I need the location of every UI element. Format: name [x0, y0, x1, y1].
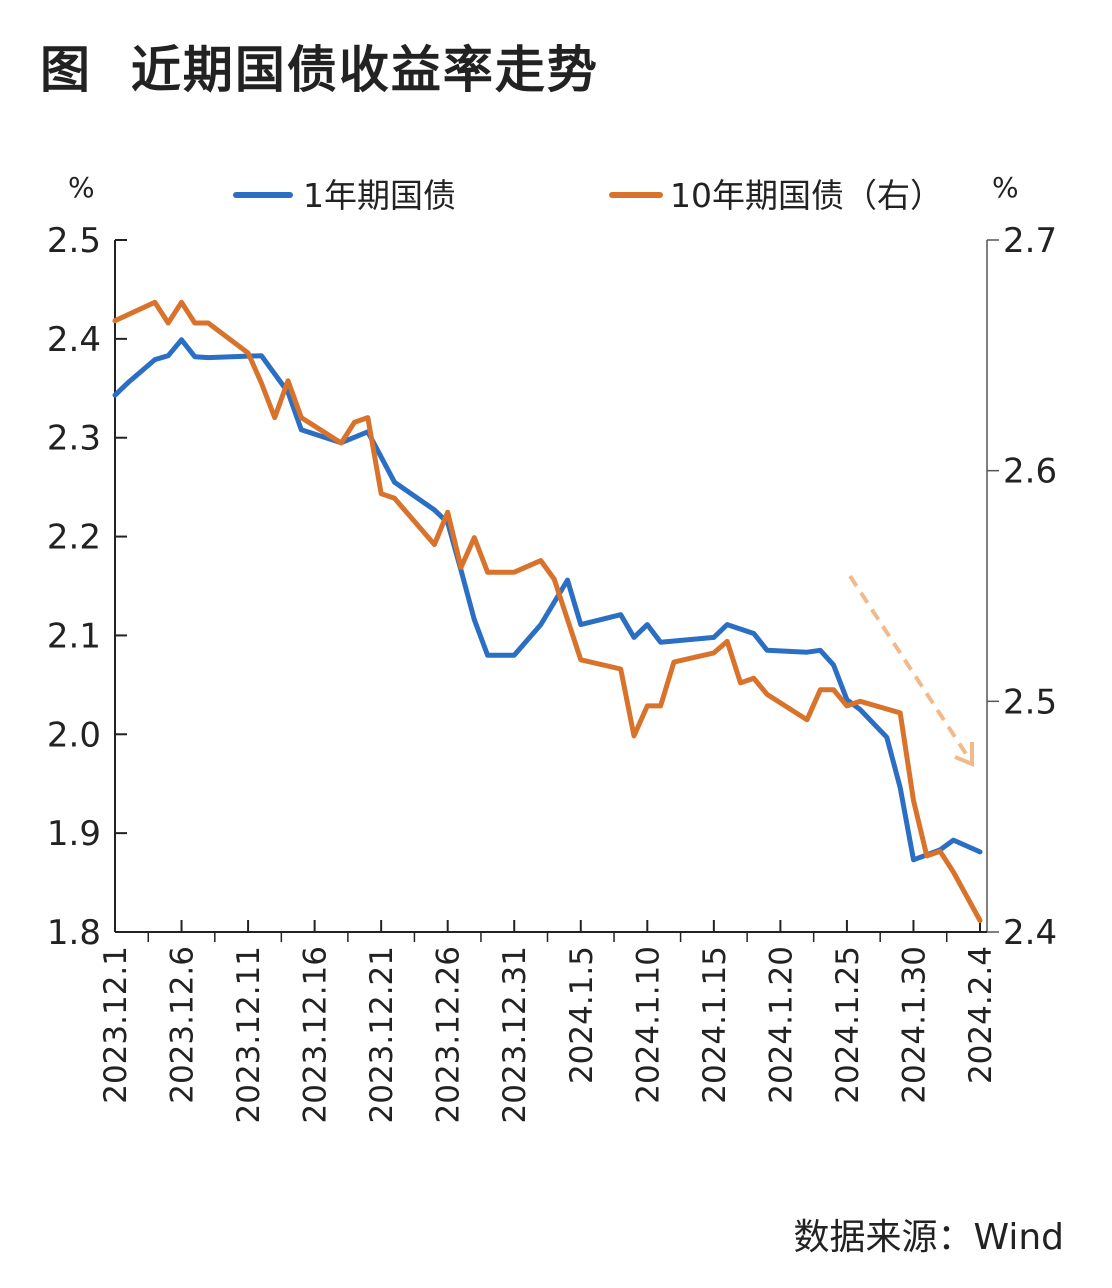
x-tick-label: 2024.1.5	[564, 946, 600, 1084]
right-tick-label: 2.6	[1003, 452, 1057, 492]
right-tick-label: 2.5	[1003, 682, 1057, 722]
series-line-1y	[112, 337, 983, 863]
left-tick-label: 2.3	[47, 419, 101, 459]
legend-label-1y: 1年期国债	[303, 176, 456, 215]
trend-arrow-annotation	[848, 574, 974, 767]
left-tick-label: 2.1	[47, 616, 101, 656]
x-tick-label: 2023.12.26	[431, 946, 467, 1124]
legend-label-10y: 10年期国债（右）	[670, 176, 943, 215]
x-tick-label: 2024.1.20	[763, 946, 799, 1104]
x-tick-label: 2023.12.1	[98, 946, 134, 1104]
right-axis-unit: %	[992, 171, 1019, 204]
left-tick-label: 2.0	[47, 715, 101, 755]
series-line-10y	[112, 299, 983, 923]
x-tick-label: 2024.1.30	[896, 946, 932, 1104]
left-tick-label: 1.8	[47, 913, 101, 953]
left-tick-label: 2.4	[47, 320, 101, 360]
x-tick-label: 2023.12.16	[298, 946, 334, 1124]
left-tick-label: 1.9	[47, 814, 101, 854]
x-tick-label: 2023.12.6	[165, 946, 201, 1104]
x-tick-label: 2023.12.31	[497, 946, 533, 1124]
x-tick-label: 2023.12.21	[364, 946, 400, 1124]
left-axis-unit: %	[68, 171, 95, 204]
left-tick-label: 2.2	[47, 518, 101, 558]
right-tick-label: 2.7	[1003, 221, 1057, 261]
left-tick-label: 2.5	[47, 221, 101, 261]
legend: 1年期国债 10年期国债（右）	[233, 176, 943, 215]
x-tick-label: 2024.1.15	[697, 946, 733, 1104]
x-tick-label: 2024.1.25	[830, 946, 866, 1104]
x-tick-label: 2023.12.11	[231, 946, 267, 1124]
data-source: 数据来源：Wind	[793, 1217, 1064, 1258]
x-tick-label: 2024.1.10	[630, 946, 666, 1104]
x-tick-label: 2024.2.4	[963, 946, 999, 1084]
right-tick-label: 2.4	[1003, 913, 1057, 953]
chart-title: 图 近期国债收益率走势	[40, 41, 599, 99]
